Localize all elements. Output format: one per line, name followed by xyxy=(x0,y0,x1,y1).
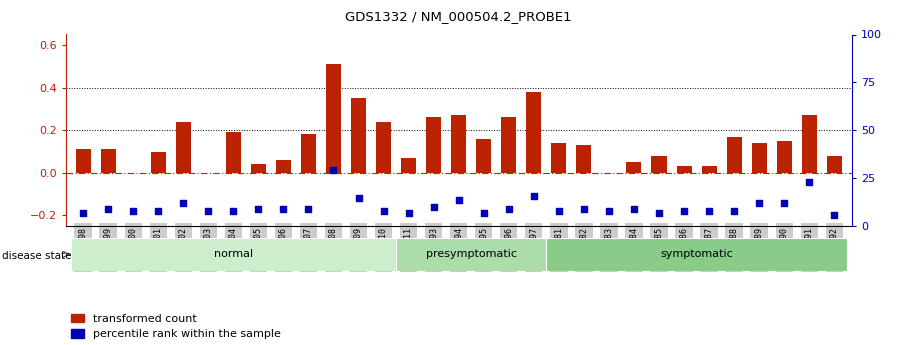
Point xyxy=(276,206,291,212)
Point xyxy=(551,208,566,214)
Point xyxy=(651,210,666,216)
Bar xyxy=(226,132,241,173)
Bar xyxy=(577,145,591,173)
Bar xyxy=(827,156,842,173)
Bar xyxy=(301,135,316,173)
Bar xyxy=(176,122,190,173)
Bar xyxy=(527,92,541,173)
Bar xyxy=(677,166,691,173)
Bar xyxy=(451,115,466,173)
Text: symptomatic: symptomatic xyxy=(660,249,733,259)
Point xyxy=(802,180,816,185)
Bar xyxy=(150,151,166,173)
Point xyxy=(501,206,516,212)
Bar xyxy=(70,238,396,271)
Bar xyxy=(547,238,847,271)
Point xyxy=(577,206,591,212)
Bar xyxy=(351,98,366,173)
Point xyxy=(527,194,541,199)
Point xyxy=(827,213,842,218)
Bar xyxy=(727,137,742,173)
Point xyxy=(352,196,366,201)
Bar xyxy=(376,122,391,173)
Point xyxy=(701,208,716,214)
Bar xyxy=(76,149,90,173)
Point xyxy=(777,200,792,205)
Bar xyxy=(276,160,291,173)
Point xyxy=(176,200,190,205)
Bar xyxy=(752,143,767,173)
Point xyxy=(601,208,616,214)
Text: disease state: disease state xyxy=(2,251,71,261)
Point xyxy=(251,206,266,212)
Point xyxy=(627,206,641,212)
Bar xyxy=(326,64,341,173)
Bar xyxy=(476,139,491,173)
Bar xyxy=(100,149,116,173)
Point xyxy=(226,208,241,214)
Point xyxy=(452,198,466,203)
Bar xyxy=(251,164,266,173)
Point xyxy=(727,208,742,214)
Point xyxy=(476,210,491,216)
Point xyxy=(752,200,766,205)
Bar xyxy=(426,117,441,173)
Bar xyxy=(551,143,567,173)
Point xyxy=(677,208,691,214)
Point xyxy=(376,208,391,214)
Point xyxy=(426,204,441,209)
Text: presymptomatic: presymptomatic xyxy=(425,249,517,259)
Bar xyxy=(401,158,416,173)
Legend: transformed count, percentile rank within the sample: transformed count, percentile rank withi… xyxy=(71,314,281,339)
Bar xyxy=(651,156,667,173)
Text: GDS1332 / NM_000504.2_PROBE1: GDS1332 / NM_000504.2_PROBE1 xyxy=(345,10,572,23)
Point xyxy=(151,208,166,214)
Bar xyxy=(501,117,517,173)
Point xyxy=(101,206,116,212)
Point xyxy=(302,206,316,212)
Point xyxy=(126,208,140,214)
Bar xyxy=(701,166,717,173)
Bar xyxy=(396,238,547,271)
Point xyxy=(76,210,90,216)
Point xyxy=(402,210,416,216)
Bar xyxy=(802,115,817,173)
Point xyxy=(326,167,341,172)
Bar xyxy=(627,162,641,173)
Bar xyxy=(777,141,792,173)
Point xyxy=(201,208,216,214)
Text: normal: normal xyxy=(214,249,253,259)
